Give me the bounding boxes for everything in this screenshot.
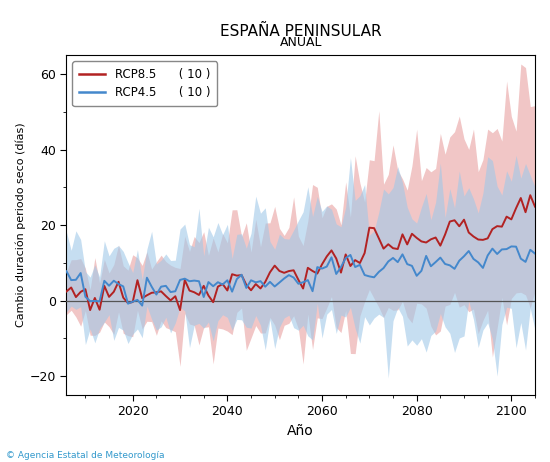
Legend: RCP8.5      ( 10 ), RCP4.5      ( 10 ): RCP8.5 ( 10 ), RCP4.5 ( 10 ) [73,61,217,106]
Title: ESPAÑA PENINSULAR: ESPAÑA PENINSULAR [220,24,382,39]
Text: ANUAL: ANUAL [279,36,322,49]
Text: © Agencia Estatal de Meteorología: © Agencia Estatal de Meteorología [6,451,164,460]
Y-axis label: Cambio duración periodo seco (días): Cambio duración periodo seco (días) [15,123,25,328]
X-axis label: Año: Año [287,424,314,438]
